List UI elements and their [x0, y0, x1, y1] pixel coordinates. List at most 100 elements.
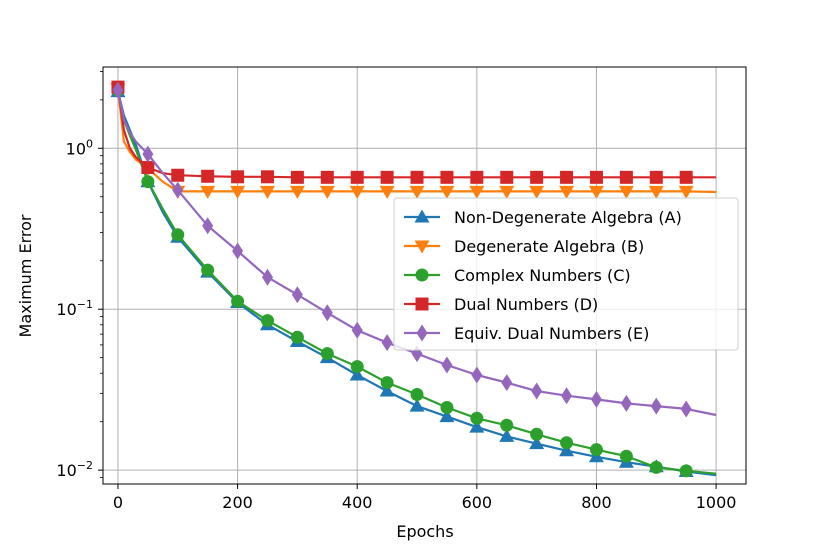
data-point	[380, 376, 394, 390]
data-point	[529, 185, 545, 199]
data-point	[500, 170, 514, 184]
data-point	[142, 145, 154, 163]
legend-marker	[415, 268, 429, 282]
data-point	[410, 388, 424, 402]
data-point	[172, 181, 184, 199]
legend-label: Degenerate Algebra (B)	[454, 237, 644, 256]
data-point	[648, 185, 664, 199]
data-point	[141, 175, 155, 189]
series-4	[111, 80, 717, 184]
y-tick-label: 100	[66, 137, 93, 158]
data-point	[649, 460, 663, 474]
data-point	[620, 394, 632, 412]
y-tick-label-exponent: −1	[77, 298, 93, 311]
y-tick-label: 10−1	[56, 298, 93, 319]
legend-box	[393, 197, 739, 351]
data-point	[619, 170, 633, 184]
legend-marker	[416, 324, 428, 342]
data-point	[588, 185, 604, 199]
x-tick-label: 800	[581, 493, 612, 512]
data-point	[469, 419, 485, 433]
data-point	[590, 390, 602, 408]
data-point	[319, 185, 335, 199]
x-tick-label: 200	[222, 493, 253, 512]
data-point	[320, 170, 334, 184]
legend-item: Non-Degenerate Algebra (A)	[404, 208, 682, 227]
x-tick-label: 600	[462, 493, 493, 512]
data-point	[349, 185, 365, 199]
data-point	[440, 401, 454, 415]
data-point	[618, 185, 634, 199]
data-point	[350, 170, 364, 184]
legend-label: Non-Degenerate Algebra (A)	[454, 208, 682, 227]
data-point	[290, 170, 304, 184]
data-point	[379, 383, 395, 397]
data-point	[439, 409, 455, 423]
data-point	[201, 263, 215, 277]
data-point	[531, 382, 543, 400]
data-point	[561, 387, 573, 405]
data-point	[678, 185, 694, 199]
data-point	[291, 286, 303, 304]
data-point	[171, 168, 185, 182]
legend-item: Complex Numbers (C)	[404, 266, 631, 285]
data-point	[501, 374, 513, 392]
data-point	[529, 436, 545, 450]
data-point	[439, 185, 455, 199]
data-point	[259, 185, 275, 199]
data-point	[380, 170, 394, 184]
data-point	[649, 170, 663, 184]
data-point	[260, 314, 274, 328]
data-point	[650, 397, 662, 415]
legend-marker	[415, 297, 429, 311]
data-point	[320, 347, 334, 361]
data-point	[679, 464, 693, 478]
data-point	[290, 330, 304, 344]
data-point	[349, 367, 365, 381]
data-point	[350, 360, 364, 374]
legend-item: Equiv. Dual Numbers (E)	[404, 324, 649, 343]
data-point	[589, 170, 603, 184]
data-point	[381, 334, 393, 352]
data-point	[230, 185, 246, 199]
data-point	[409, 185, 425, 199]
data-point	[321, 304, 333, 322]
data-point	[409, 398, 425, 412]
legend-item: Dual Numbers (D)	[404, 295, 598, 314]
data-point	[499, 185, 515, 199]
data-point	[530, 427, 544, 441]
x-axis: 0 200 400 600 800 1000	[113, 484, 736, 512]
data-point	[560, 436, 574, 450]
data-point	[289, 185, 305, 199]
legend-marker	[414, 240, 430, 254]
data-point	[141, 160, 155, 174]
data-point	[619, 449, 633, 463]
data-point	[499, 428, 515, 442]
data-point	[530, 170, 544, 184]
data-point	[232, 242, 244, 260]
data-point	[559, 443, 575, 457]
legend-label: Equiv. Dual Numbers (E)	[454, 324, 649, 343]
data-point	[201, 169, 215, 183]
data-point	[441, 356, 453, 374]
y-tick-label-exponent: 0	[86, 137, 93, 150]
y-tick-label-base: 10	[56, 300, 76, 319]
legend-marker	[414, 209, 430, 223]
data-point	[410, 170, 424, 184]
x-tick-label: 0	[113, 493, 123, 512]
series-3	[111, 83, 717, 478]
plot-frame	[102, 66, 747, 485]
y-tick-label: 10−2	[56, 459, 93, 480]
y-axis-label: Maximum Error	[16, 214, 35, 337]
x-axis-label: Epochs	[396, 522, 453, 541]
data-point	[231, 294, 245, 308]
data-point	[470, 411, 484, 425]
legend-label: Complex Numbers (C)	[454, 266, 631, 285]
data-point	[171, 228, 185, 242]
data-point	[679, 170, 693, 184]
data-point	[469, 185, 485, 199]
y-tick-label-exponent: −2	[77, 459, 93, 472]
data-point	[589, 443, 603, 457]
